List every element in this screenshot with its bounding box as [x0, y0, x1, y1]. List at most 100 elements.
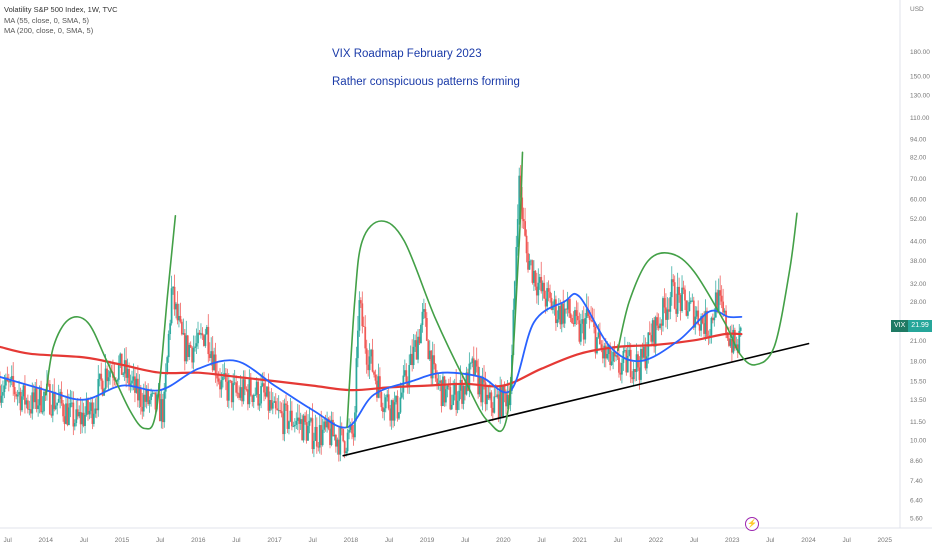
candle-body [116, 379, 119, 382]
y-tick-label: 82.00 [910, 155, 927, 162]
candle-body [469, 362, 472, 364]
candle-body [368, 356, 371, 371]
x-tick-label: 2020 [496, 537, 511, 544]
candle-body [434, 364, 437, 379]
candle-body [389, 408, 392, 421]
candle-body [95, 408, 98, 411]
x-tick-label: Jul [614, 537, 623, 544]
candle-body [499, 385, 502, 418]
candle-body [669, 297, 672, 312]
candle-body [60, 391, 63, 404]
candle-body [273, 401, 276, 403]
candle-body [538, 276, 541, 283]
candle-body [147, 389, 150, 405]
x-tick-label: Jul [690, 537, 699, 544]
candle-body [337, 439, 340, 455]
candle-body [408, 365, 411, 387]
candle-body [70, 402, 73, 404]
legend-ma-200: MA (200, close, 0, SMA, 5) [4, 26, 94, 35]
x-tick-label: 2018 [344, 537, 359, 544]
candle-body [623, 350, 626, 351]
candle-body [675, 308, 678, 314]
candle-body [676, 286, 679, 314]
candle-body [378, 376, 381, 393]
candle-body [362, 326, 365, 327]
candle-body [615, 355, 617, 357]
candle-body [424, 309, 427, 319]
y-tick-label: 60.00 [910, 197, 927, 204]
candle-body [65, 403, 67, 424]
candle-body [167, 334, 170, 358]
candle-body [540, 276, 543, 292]
candle-body [585, 308, 588, 319]
candle-body [21, 396, 23, 411]
candle-body [185, 335, 188, 362]
candle-body [119, 353, 122, 365]
candle-body [78, 412, 81, 417]
candle-body [666, 309, 669, 320]
candle-body [334, 434, 337, 447]
x-tick-label: Jul [461, 537, 470, 544]
candle-body [235, 382, 238, 393]
x-tick-label: 2023 [725, 537, 740, 544]
lightning-icon[interactable]: ⚡ [745, 517, 759, 531]
y-tick-label: 150.00 [910, 73, 930, 80]
candle-body [603, 345, 606, 359]
candle-body [431, 355, 434, 379]
candle-body [22, 385, 25, 397]
candle-body [318, 425, 321, 448]
candle-body [643, 346, 645, 358]
candle-body [486, 394, 488, 405]
candle-body [544, 298, 547, 307]
candle-body [219, 381, 221, 390]
candle-body [716, 292, 719, 312]
candle-body [339, 426, 342, 455]
candle-body [447, 385, 450, 387]
candle-body [439, 380, 441, 383]
candle-body [192, 347, 195, 363]
candle-body [703, 323, 705, 334]
y-tick-label: 5.60 [910, 516, 923, 523]
candle-body [88, 410, 91, 415]
candle-body [596, 337, 598, 354]
candle-body [370, 349, 372, 357]
candle-body [101, 380, 104, 396]
y-tick-label: 94.00 [910, 136, 927, 143]
candle-body [298, 417, 301, 424]
candle-body [211, 351, 214, 371]
candle-body [398, 412, 400, 419]
y-tick-label: 130.00 [910, 93, 930, 100]
candle-body [613, 352, 616, 357]
y-tick-label: 11.50 [910, 419, 926, 426]
candle-body [650, 335, 653, 342]
candle-body [172, 286, 174, 289]
candle-body [480, 377, 482, 403]
x-tick-label: Jul [309, 537, 318, 544]
candle-body [590, 319, 593, 321]
candle-body [444, 389, 447, 403]
candle-body [731, 339, 733, 353]
candle-body [609, 345, 612, 366]
candle-body [34, 388, 37, 403]
candle-body [270, 400, 273, 409]
y-tick-label: 28.00 [910, 299, 927, 306]
candle-body [588, 316, 591, 320]
candle-body [714, 292, 717, 318]
candle-body [289, 410, 292, 422]
candle-body [670, 279, 673, 298]
candle-body [496, 394, 499, 397]
candle-body [268, 400, 271, 411]
candle-body [326, 418, 328, 428]
candle-body [600, 344, 603, 350]
y-tick-label: 52.00 [910, 216, 927, 223]
candle-body [442, 376, 444, 407]
candle-body [387, 394, 390, 409]
candle-body [641, 348, 644, 358]
candle-body [204, 334, 207, 346]
candle-body [689, 300, 692, 303]
candle-body [264, 392, 267, 397]
candle-body [41, 411, 44, 413]
candle-body [502, 385, 504, 417]
candle-body [330, 419, 333, 445]
